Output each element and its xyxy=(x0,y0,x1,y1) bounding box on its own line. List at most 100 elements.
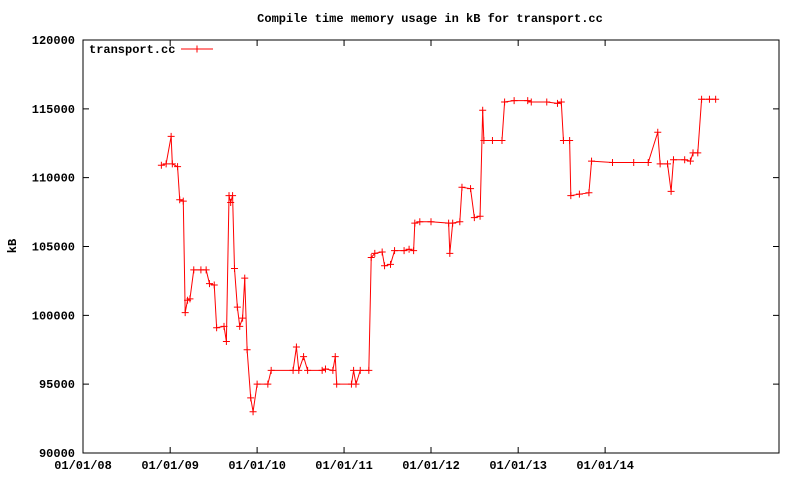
y-tick-label: 115000 xyxy=(32,103,75,117)
legend-label: transport.cc xyxy=(89,43,175,57)
point-marker xyxy=(233,303,241,311)
point-marker xyxy=(329,366,337,374)
point-marker xyxy=(686,157,694,165)
y-tick-label: 100000 xyxy=(32,309,75,323)
point-marker xyxy=(249,408,257,416)
point-marker xyxy=(681,156,689,164)
point-marker xyxy=(186,295,194,303)
plot-frame xyxy=(82,39,780,454)
x-tick-label: 01/01/09 xyxy=(141,459,199,473)
point-marker xyxy=(267,366,275,374)
point-marker xyxy=(411,219,419,227)
point-marker xyxy=(264,380,272,388)
point-marker xyxy=(479,106,487,114)
point-marker xyxy=(205,280,213,288)
point-marker xyxy=(567,192,575,200)
point-marker xyxy=(644,159,652,167)
point-marker xyxy=(292,343,300,351)
point-marker xyxy=(446,249,454,257)
point-marker xyxy=(213,324,221,332)
x-tick-label: 01/01/13 xyxy=(489,459,547,473)
point-marker xyxy=(162,160,170,168)
point-marker xyxy=(387,260,395,268)
point-marker xyxy=(667,187,675,195)
point-marker xyxy=(227,198,235,206)
point-marker xyxy=(222,337,230,345)
point-marker xyxy=(630,159,638,167)
point-marker xyxy=(698,95,706,103)
point-marker xyxy=(588,157,596,165)
point-marker xyxy=(449,219,457,227)
point-marker xyxy=(295,366,303,374)
point-marker xyxy=(480,136,488,144)
point-marker xyxy=(527,98,535,106)
point-marker xyxy=(559,136,567,144)
point-marker xyxy=(575,190,583,198)
point-marker xyxy=(416,218,424,226)
point-marker xyxy=(304,366,312,374)
y-axis-label: kB xyxy=(6,239,20,253)
point-marker xyxy=(410,247,418,255)
point-marker xyxy=(239,314,247,322)
point-marker xyxy=(331,353,339,361)
point-marker xyxy=(694,149,702,157)
point-marker xyxy=(174,163,182,171)
x-tick-label: 01/01/10 xyxy=(228,459,286,473)
point-marker xyxy=(167,132,175,140)
point-marker xyxy=(557,98,565,106)
point-marker xyxy=(236,322,244,330)
point-marker xyxy=(498,136,506,144)
point-marker xyxy=(400,247,408,255)
point-marker xyxy=(543,98,551,106)
point-marker xyxy=(318,366,326,374)
point-marker xyxy=(669,156,677,164)
point-marker xyxy=(585,189,593,197)
point-marker xyxy=(664,160,672,168)
y-tick-label: 105000 xyxy=(32,241,75,255)
point-marker xyxy=(371,249,379,257)
point-marker xyxy=(229,192,237,200)
point-marker xyxy=(405,245,413,253)
point-marker xyxy=(524,97,532,105)
series-line xyxy=(161,98,716,412)
point-marker xyxy=(181,309,189,317)
point-marker xyxy=(179,197,187,205)
point-marker xyxy=(566,136,574,144)
point-marker xyxy=(321,365,329,373)
point-marker xyxy=(654,128,662,136)
point-marker xyxy=(253,380,261,388)
point-marker xyxy=(456,218,464,226)
point-marker xyxy=(488,136,496,144)
point-marker xyxy=(157,161,165,169)
point-marker xyxy=(712,95,720,103)
point-marker xyxy=(391,247,399,255)
point-marker xyxy=(333,380,341,388)
x-tick-label: 01/01/11 xyxy=(315,459,373,473)
y-tick-label: 120000 xyxy=(32,34,75,48)
point-marker xyxy=(176,196,184,204)
point-marker xyxy=(501,98,509,106)
chart-title: Compile time memory usage in kB for tran… xyxy=(257,12,603,26)
point-marker xyxy=(352,380,360,388)
point-marker xyxy=(427,218,435,226)
y-tick-label: 95000 xyxy=(39,378,75,392)
point-marker xyxy=(467,185,475,193)
point-marker xyxy=(553,99,561,107)
point-marker xyxy=(230,265,238,273)
point-marker xyxy=(241,274,249,282)
point-marker xyxy=(220,322,228,330)
point-marker xyxy=(470,214,478,222)
point-marker xyxy=(609,159,617,167)
point-marker xyxy=(365,366,373,374)
point-marker xyxy=(705,95,713,103)
point-marker xyxy=(190,266,198,274)
y-tick-label: 90000 xyxy=(39,447,75,461)
y-tick-label: 110000 xyxy=(32,172,75,186)
point-marker xyxy=(367,254,375,262)
point-marker xyxy=(243,346,251,354)
point-marker xyxy=(656,160,664,168)
point-marker xyxy=(356,366,364,374)
x-tick-label: 01/01/08 xyxy=(54,459,112,473)
point-marker xyxy=(381,262,389,270)
